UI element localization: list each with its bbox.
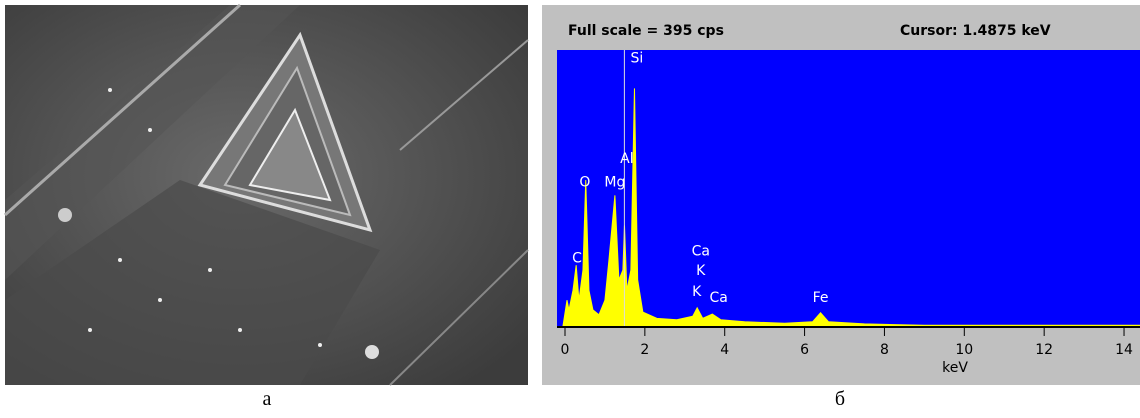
figure: а б Full scale = 395 cps Cursor: 1.4875 …	[0, 0, 1140, 413]
sem-image	[5, 5, 528, 385]
x-tick-label: 12	[1035, 342, 1053, 358]
panel-label: б	[835, 388, 845, 410]
x-tick-label: 14	[1115, 342, 1133, 358]
x-tick-label: 8	[880, 342, 889, 358]
x-tick-label: 6	[800, 342, 809, 358]
x-tick-label: 0	[561, 342, 570, 358]
peak-label: Al	[620, 151, 633, 167]
x-tick-label: 2	[640, 342, 649, 358]
cursor-readout: Cursor: 1.4875 keV	[900, 23, 1051, 39]
peak-label: Ca	[692, 243, 710, 259]
peak-label: O	[579, 174, 590, 190]
peak-label: Mg	[604, 174, 625, 190]
plot-area	[557, 50, 1140, 326]
peak-label: K	[696, 263, 706, 279]
chart-title: Full scale = 395 cps	[568, 23, 724, 39]
peak-label: Ca	[710, 290, 728, 306]
peak-label: Fe	[813, 290, 829, 306]
peak-label: Si	[630, 51, 643, 67]
panel-label: а	[263, 388, 272, 410]
peak-label: C	[572, 250, 582, 266]
x-tick-label: 4	[720, 342, 729, 358]
x-tick-label: 10	[955, 342, 973, 358]
peak-label: K	[692, 284, 702, 300]
x-axis-label: keV	[942, 360, 968, 376]
